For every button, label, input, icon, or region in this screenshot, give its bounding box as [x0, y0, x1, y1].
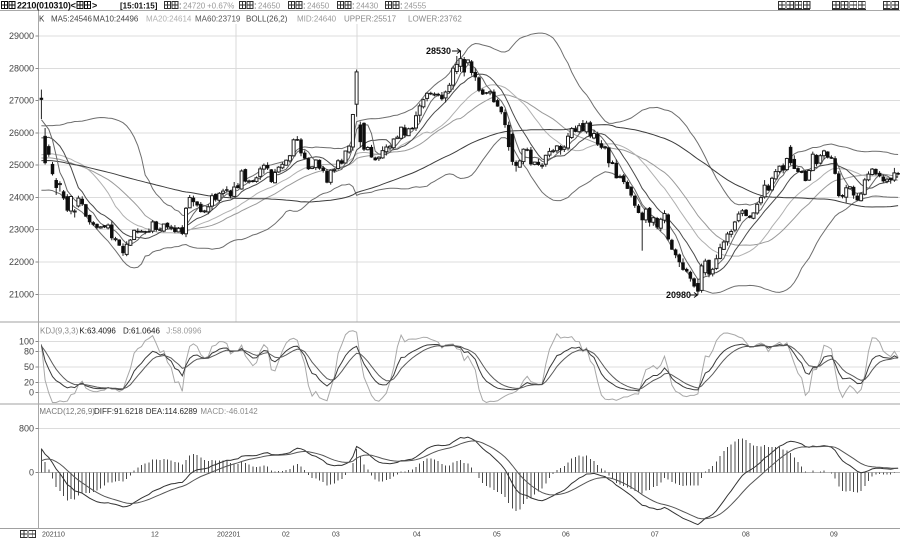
- svg-text::: :: [400, 1, 403, 11]
- svg-text::: :: [352, 1, 355, 11]
- svg-text:LOWER:23762: LOWER:23762: [408, 15, 462, 24]
- svg-text:[15:01:15]: [15:01:15]: [120, 2, 158, 11]
- svg-text:2210(010310)<: 2210(010310)<: [17, 1, 76, 11]
- svg-text:0: 0: [29, 467, 34, 477]
- svg-text:26000: 26000: [9, 128, 34, 138]
- svg-text:24650: 24650: [258, 2, 281, 11]
- svg-text:MID:24640: MID:24640: [297, 15, 337, 24]
- svg-text:KDJ(9,3,3): KDJ(9,3,3): [40, 327, 79, 336]
- svg-text:DEA:114.6289: DEA:114.6289: [146, 407, 198, 416]
- svg-text:28000: 28000: [9, 63, 34, 73]
- svg-text:08: 08: [742, 532, 750, 539]
- svg-text:20980: 20980: [666, 290, 691, 300]
- svg-text:J:58.0996: J:58.0996: [166, 327, 202, 336]
- svg-text:MA60:23719: MA60:23719: [195, 15, 241, 24]
- svg-text::: :: [303, 1, 306, 11]
- svg-text:24430: 24430: [356, 2, 379, 11]
- svg-text:DIFF:91.6218: DIFF:91.6218: [94, 407, 143, 416]
- svg-text:02: 02: [282, 532, 290, 539]
- svg-text:800: 800: [19, 423, 34, 433]
- svg-text:28530: 28530: [426, 46, 451, 56]
- svg-text:07: 07: [651, 532, 659, 539]
- svg-text:100: 100: [19, 337, 34, 347]
- svg-text:24720: 24720: [183, 2, 206, 11]
- svg-text:03: 03: [332, 532, 340, 539]
- svg-text:24555: 24555: [404, 2, 427, 11]
- svg-text:K:63.4096: K:63.4096: [79, 327, 116, 336]
- svg-text:80: 80: [24, 347, 34, 357]
- svg-text:D:61.0646: D:61.0646: [123, 327, 160, 336]
- svg-text::: :: [179, 1, 182, 11]
- svg-text:202110: 202110: [42, 532, 65, 539]
- svg-text:24650: 24650: [307, 2, 330, 11]
- svg-text:0: 0: [29, 388, 34, 398]
- svg-text:+0.67%: +0.67%: [207, 2, 234, 11]
- svg-text:MACD(12,26,9): MACD(12,26,9): [39, 407, 95, 416]
- svg-text:202201: 202201: [217, 532, 240, 539]
- svg-text:MA5:24546: MA5:24546: [51, 15, 92, 24]
- svg-text:27000: 27000: [9, 96, 34, 106]
- svg-text:29000: 29000: [9, 31, 34, 41]
- svg-text:50: 50: [24, 362, 34, 372]
- svg-text:21000: 21000: [9, 289, 34, 299]
- svg-text:23000: 23000: [9, 225, 34, 235]
- svg-text:UPPER:25517: UPPER:25517: [344, 15, 397, 24]
- svg-text:05: 05: [493, 532, 501, 539]
- svg-text:25000: 25000: [9, 160, 34, 170]
- svg-text:MA10:24496: MA10:24496: [93, 15, 139, 24]
- svg-text:>: >: [92, 1, 97, 11]
- svg-text:06: 06: [562, 532, 570, 539]
- svg-text:09: 09: [830, 532, 838, 539]
- svg-text:12: 12: [151, 532, 159, 539]
- svg-text:04: 04: [413, 532, 421, 539]
- svg-text:22000: 22000: [9, 257, 34, 267]
- svg-text::: :: [254, 1, 257, 11]
- svg-text:K: K: [39, 15, 45, 24]
- svg-text:MA20:24614: MA20:24614: [146, 15, 192, 24]
- svg-text:20: 20: [24, 377, 34, 387]
- svg-text:BOLL(26,2): BOLL(26,2): [246, 15, 288, 24]
- svg-text:24000: 24000: [9, 192, 34, 202]
- svg-text:MACD:-46.0142: MACD:-46.0142: [200, 407, 258, 416]
